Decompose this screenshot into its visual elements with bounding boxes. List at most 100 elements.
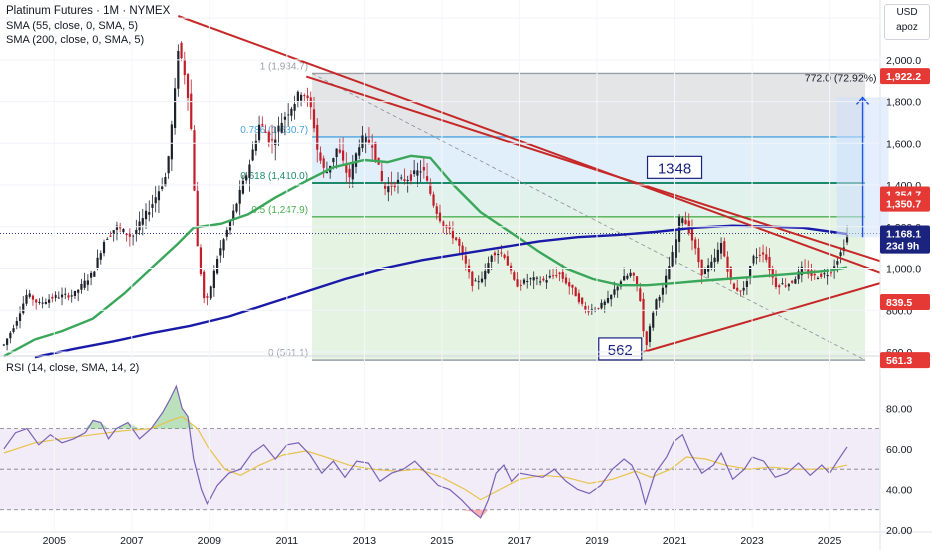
candle-body xyxy=(151,204,154,208)
candle-body xyxy=(138,221,141,231)
candle-body xyxy=(306,95,309,99)
time-tick-label: 2015 xyxy=(430,535,454,547)
candle-body xyxy=(787,284,790,287)
time-tick-label: 2005 xyxy=(43,535,67,547)
price-tag xyxy=(880,225,930,242)
candle-body xyxy=(41,302,44,304)
candle-body xyxy=(154,197,157,204)
candle-body xyxy=(574,287,577,297)
candle-body xyxy=(225,229,228,237)
sma55-legend: SMA (55, close, 0, SMA, 5) xyxy=(6,20,139,32)
candle-body xyxy=(587,311,590,313)
candle-body xyxy=(64,293,67,295)
candle-body xyxy=(539,281,542,283)
price-tick-label: 1,800.0 xyxy=(886,97,921,109)
price-pane[interactable]: 1 (1,934.7) 0.786 (1,630.7) 0.618 (1,410.0… xyxy=(0,15,889,361)
candle-body xyxy=(564,277,568,284)
candle-body xyxy=(106,238,109,240)
candle-body xyxy=(464,255,467,264)
candle-body xyxy=(358,147,361,156)
candle-body xyxy=(600,302,603,309)
candle-body xyxy=(645,331,648,346)
price-tag xyxy=(880,352,930,369)
candle-body xyxy=(322,158,325,168)
candle-body xyxy=(264,131,267,133)
candle-body xyxy=(519,284,522,286)
candle-body xyxy=(367,139,371,144)
time-tick-label: 2007 xyxy=(120,535,144,547)
candle-body xyxy=(455,237,458,240)
candle-body xyxy=(354,153,358,167)
scale-mode-label: apoz xyxy=(896,22,918,33)
candle-body xyxy=(448,225,451,229)
time-tick-label: 2021 xyxy=(663,535,687,547)
candle-body xyxy=(348,168,351,178)
candle-body xyxy=(296,91,299,102)
candle-body xyxy=(183,59,186,76)
candle-body xyxy=(623,276,626,281)
price-tag-label: 561.3 xyxy=(886,355,912,367)
candle-body xyxy=(299,94,303,101)
measure-label: 772.0 (72.92%) xyxy=(805,72,877,84)
rsi-pane[interactable] xyxy=(0,384,880,519)
candle-body xyxy=(626,275,629,279)
candle-body xyxy=(584,305,587,310)
candle-body xyxy=(238,189,241,204)
candle-body xyxy=(561,271,564,279)
candle-body xyxy=(542,278,545,281)
candle-body xyxy=(364,136,367,143)
price-tag-label: 1,350.7 xyxy=(886,199,921,211)
time-tick-label: 2009 xyxy=(198,535,222,547)
candle-body xyxy=(571,284,574,288)
candle-body xyxy=(319,152,322,161)
candle-body xyxy=(451,231,455,239)
time-tick-label: 2025 xyxy=(818,535,842,547)
candle-body xyxy=(742,287,745,291)
candle-body xyxy=(610,294,613,300)
candle-body xyxy=(829,272,832,274)
candle-body xyxy=(261,124,264,126)
candle-body xyxy=(161,186,164,190)
candle-body xyxy=(332,158,335,163)
candle-body xyxy=(93,271,96,277)
candle-body xyxy=(335,148,338,158)
candle-body xyxy=(22,303,25,314)
candle-body xyxy=(726,256,729,272)
candle-body xyxy=(493,252,497,256)
scale-selector[interactable]: USD apoz xyxy=(884,4,930,40)
price-tag xyxy=(880,68,930,85)
candle-body xyxy=(270,139,274,141)
candle-body xyxy=(190,93,193,129)
candle-body xyxy=(642,298,645,332)
candle-body xyxy=(816,277,820,279)
candle-body xyxy=(54,294,57,298)
candle-body xyxy=(86,280,89,285)
candle-body xyxy=(635,276,639,287)
candle-body xyxy=(235,203,238,212)
candle-body xyxy=(267,131,270,143)
candle-body xyxy=(665,275,668,288)
candle-body xyxy=(425,176,429,181)
candle-body xyxy=(48,299,51,303)
candle-body xyxy=(115,225,119,230)
candle-body xyxy=(745,281,749,287)
time-tick-label: 2017 xyxy=(508,535,532,547)
candle-body xyxy=(196,190,199,247)
candle-body xyxy=(215,258,219,274)
candle-body xyxy=(548,275,551,278)
candle-body xyxy=(148,212,151,215)
rsi-overbought-fill xyxy=(85,386,194,429)
candle-body xyxy=(765,254,768,260)
candle-body xyxy=(109,235,112,237)
candle-body xyxy=(661,287,665,295)
candle-body xyxy=(771,269,774,278)
candle-body xyxy=(681,218,684,224)
time-tick-label: 2011 xyxy=(276,535,299,547)
candle-body xyxy=(577,293,581,303)
rsi-band xyxy=(0,428,880,510)
candle-body xyxy=(222,239,225,251)
candle-body xyxy=(484,270,487,280)
candle-body xyxy=(60,294,64,298)
candle-body xyxy=(164,176,167,187)
